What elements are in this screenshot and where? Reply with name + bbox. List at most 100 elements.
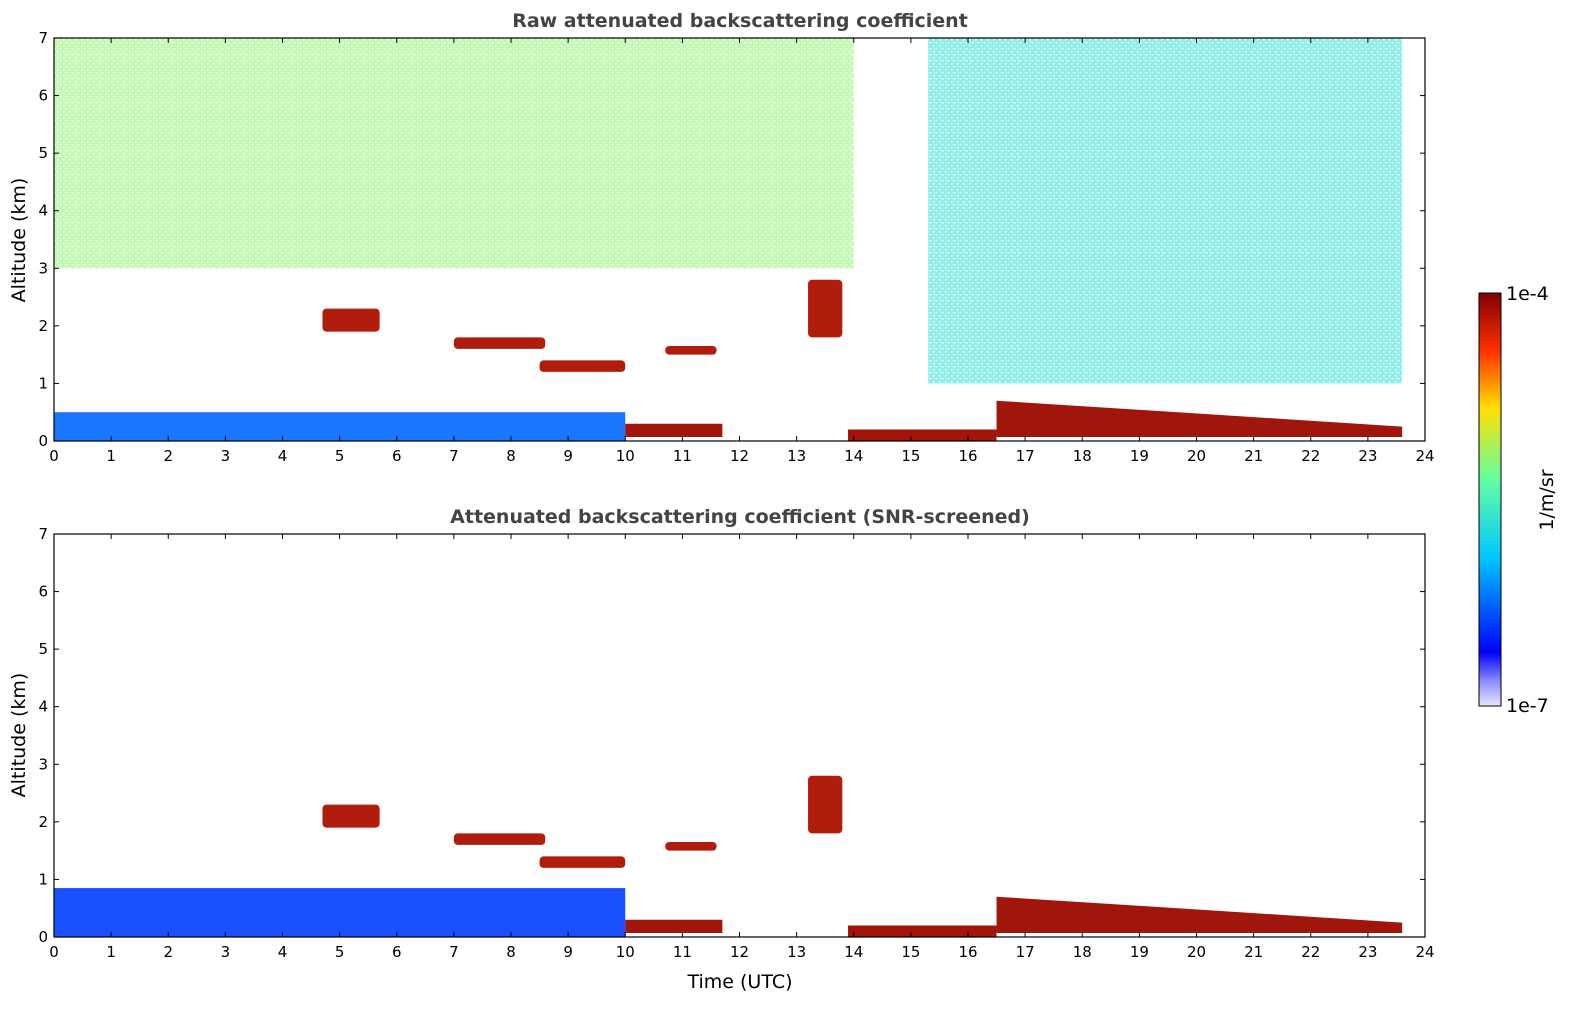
x-tick-label: 16 (958, 447, 977, 465)
x-tick-label: 7 (449, 943, 459, 961)
x-tick-label: 16 (958, 943, 977, 961)
colorbar-min-label: 1e-7 (1506, 695, 1549, 717)
x-tick-label: 7 (449, 447, 459, 465)
x-tick-label: 8 (506, 943, 516, 961)
y-tick-label: 4 (38, 698, 48, 716)
x-tick-label: 10 (616, 943, 635, 961)
panel-raw-ylabel: Altitude (km) (8, 178, 30, 303)
colorbar-max-label: 1e-4 (1506, 283, 1549, 305)
colorbar-gradient (1478, 292, 1502, 707)
panel-raw: Raw attenuated backscattering coefficien… (8, 10, 1435, 465)
panel-screened-ylabel: Altitude (km) (8, 673, 30, 798)
y-tick-label: 3 (38, 755, 48, 773)
y-tick-label: 0 (38, 432, 48, 450)
y-tick-label: 7 (38, 29, 48, 47)
y-tick-label: 3 (38, 259, 48, 277)
cloud-base-mark (996, 896, 1403, 933)
x-tick-label: 18 (1073, 447, 1092, 465)
y-tick-label: 5 (38, 144, 48, 162)
y-tick-label: 2 (38, 813, 48, 831)
x-tick-label: 22 (1301, 943, 1320, 961)
cloud-mark (808, 279, 843, 338)
x-tick-label: 9 (563, 943, 573, 961)
x-tick-label: 10 (616, 447, 635, 465)
cloud-mark (665, 842, 717, 851)
x-tick-label: 12 (730, 943, 749, 961)
panel-screened: Attenuated backscattering coefficient (S… (8, 506, 1435, 993)
x-tick-label: 14 (844, 943, 863, 961)
x-tick-label: 20 (1187, 943, 1206, 961)
panel-raw-heatmap (54, 38, 1403, 441)
x-tick-label: 23 (1358, 943, 1377, 961)
cloud-base-mark (625, 919, 723, 933)
x-tick-label: 13 (787, 943, 806, 961)
cloud-base-mark (996, 400, 1403, 437)
x-tick-label: 23 (1358, 447, 1377, 465)
cloud-mark (322, 804, 380, 828)
y-tick-label: 4 (38, 202, 48, 220)
cloud-base-mark (625, 423, 723, 437)
x-tick-label: 21 (1244, 447, 1263, 465)
panel-raw-title: Raw attenuated backscattering coefficien… (512, 10, 968, 32)
x-tick-label: 17 (1016, 943, 1035, 961)
x-tick-label: 1 (106, 943, 116, 961)
x-tick-label: 20 (1187, 447, 1206, 465)
x-tick-label: 18 (1073, 943, 1092, 961)
x-tick-label: 22 (1301, 447, 1320, 465)
x-tick-label: 24 (1415, 447, 1434, 465)
noise-speckle (928, 38, 1403, 384)
colorbar-unit-label: 1/m/sr (1536, 469, 1558, 530)
x-tick-label: 12 (730, 447, 749, 465)
y-tick-label: 6 (38, 583, 48, 601)
x-tick-label: 0 (49, 447, 59, 465)
y-tick-label: 7 (38, 525, 48, 543)
x-tick-label: 19 (1130, 943, 1149, 961)
panel-raw-ticks: 0 1 2 3 4 5 6 7 8 9 10 11 12 13 14 15 16 17 18 19 20 21 22 23 24… (38, 29, 1434, 465)
x-tick-label: 4 (278, 943, 288, 961)
x-tick-label: 3 (221, 943, 231, 961)
x-tick-label: 19 (1130, 447, 1149, 465)
x-tick-label: 2 (163, 447, 173, 465)
boundary-layer-mark (54, 888, 626, 937)
colorbar: 1e-4 1e-7 1/m/sr (1478, 283, 1558, 717)
cloud-base-mark (848, 429, 997, 441)
x-tick-label: 11 (673, 447, 692, 465)
x-tick-label: 13 (787, 447, 806, 465)
x-tick-label: 0 (49, 943, 59, 961)
x-tick-label: 8 (506, 447, 516, 465)
panel-screened-ticks: 0 1 2 3 4 5 6 7 8 9 10 11 12 13 14 15 16 17 18 19 20 21 22 23 24… (38, 525, 1434, 961)
panel-screened-heatmap (54, 775, 1403, 937)
noise-speckle (54, 38, 854, 269)
panel-screened-title: Attenuated backscattering coefficient (S… (450, 506, 1030, 528)
cloud-mark (322, 308, 380, 332)
y-tick-label: 1 (38, 870, 48, 888)
x-tick-label: 15 (901, 943, 920, 961)
x-tick-label: 6 (392, 447, 402, 465)
y-tick-label: 6 (38, 87, 48, 105)
cloud-mark (808, 775, 843, 834)
cloud-mark (453, 337, 546, 349)
x-tick-label: 11 (673, 943, 692, 961)
x-tick-label: 24 (1415, 943, 1434, 961)
x-tick-label: 9 (563, 447, 573, 465)
x-tick-label: 5 (335, 943, 345, 961)
x-tick-label: 5 (335, 447, 345, 465)
cloud-mark (539, 360, 626, 372)
x-tick-label: 15 (901, 447, 920, 465)
panel-screened-xlabel: Time (UTC) (686, 971, 792, 993)
x-tick-label: 14 (844, 447, 863, 465)
cloud-mark (453, 833, 546, 845)
y-tick-label: 0 (38, 928, 48, 946)
x-tick-label: 4 (278, 447, 288, 465)
cloud-base-mark (848, 925, 997, 937)
x-tick-label: 2 (163, 943, 173, 961)
x-tick-label: 3 (221, 447, 231, 465)
x-tick-label: 21 (1244, 943, 1263, 961)
x-tick-label: 6 (392, 943, 402, 961)
cloud-mark (539, 856, 626, 868)
x-tick-label: 1 (106, 447, 116, 465)
y-tick-label: 2 (38, 317, 48, 335)
cloud-mark (665, 346, 717, 355)
y-tick-label: 5 (38, 640, 48, 658)
